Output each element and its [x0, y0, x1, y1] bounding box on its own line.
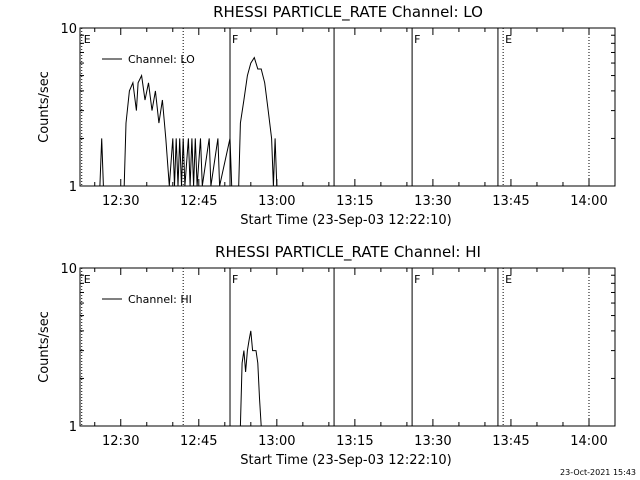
panel-hi-legend-label: Channel: HI: [128, 293, 192, 306]
x-tick-label: 14:00: [570, 194, 607, 209]
x-tick-label: 12:30: [102, 194, 139, 209]
event-marker-label: E: [84, 33, 91, 46]
x-tick-label: 13:45: [492, 194, 529, 209]
panel-lo-xticks: 12:30 12:45 13:00 13:15 13:30 13:45 14:00: [80, 28, 616, 209]
panel-hi-xticks: 12:30 12:45 13:00 13:15 13:30 13:45 14:00: [80, 268, 616, 449]
series-line-0: [99, 56, 278, 187]
panel-lo-title: RHESSI PARTICLE_RATE Channel: LO: [213, 3, 483, 22]
x-tick-label: 13:15: [336, 434, 373, 449]
panel-hi: RHESSI PARTICLE_RATE Channel: HI Counts/…: [37, 243, 616, 468]
x-tick-label: 13:00: [258, 434, 295, 449]
panel-hi-legend: Channel: HI: [102, 293, 192, 306]
panel-hi-ylabel: Counts/sec: [37, 311, 52, 383]
event-marker-label: F: [414, 273, 420, 286]
event-marker-label: E: [505, 33, 512, 46]
event-marker-label: F: [232, 33, 238, 46]
panel-lo-ytick-10: 10: [60, 22, 77, 37]
panel-hi-ytick-10: 10: [60, 262, 77, 277]
x-tick-label: 14:00: [570, 434, 607, 449]
event-marker-label: F: [232, 273, 238, 286]
panel-hi-xlabel: Start Time (23-Sep-03 12:22:10): [240, 453, 451, 468]
event-marker-label: F: [414, 33, 420, 46]
x-tick-label: 13:30: [414, 434, 451, 449]
panel-lo-frame: [79, 27, 616, 187]
panel-lo-legend: Channel: LO: [102, 53, 195, 66]
x-tick-label: 12:30: [102, 434, 139, 449]
panel-hi-frame: [79, 267, 616, 427]
panel-lo-ylabel: Counts/sec: [37, 71, 52, 143]
x-tick-label: 13:00: [258, 194, 295, 209]
x-tick-label: 13:30: [414, 194, 451, 209]
panel-lo-series: [99, 56, 278, 187]
event-marker-label: E: [505, 273, 512, 286]
panel-lo-ytick-1: 1: [69, 180, 77, 195]
panel-lo-legend-label: Channel: LO: [128, 53, 195, 66]
panel-lo-xlabel: Start Time (23-Sep-03 12:22:10): [240, 213, 451, 228]
panel-hi-title: RHESSI PARTICLE_RATE Channel: HI: [215, 243, 481, 262]
series-line-0: [239, 330, 262, 427]
x-tick-label: 13:45: [492, 434, 529, 449]
x-tick-label: 12:45: [180, 434, 217, 449]
footer-timestamp: 23-Oct-2021 15:43: [560, 468, 636, 477]
panel-hi-series: [239, 330, 262, 427]
panel-hi-ytick-1: 1: [69, 420, 77, 435]
panel-lo: RHESSI PARTICLE_RATE Channel: LO Counts/…: [37, 3, 616, 228]
event-marker-label: E: [84, 273, 91, 286]
x-tick-label: 13:15: [336, 194, 373, 209]
x-tick-label: 12:45: [180, 194, 217, 209]
